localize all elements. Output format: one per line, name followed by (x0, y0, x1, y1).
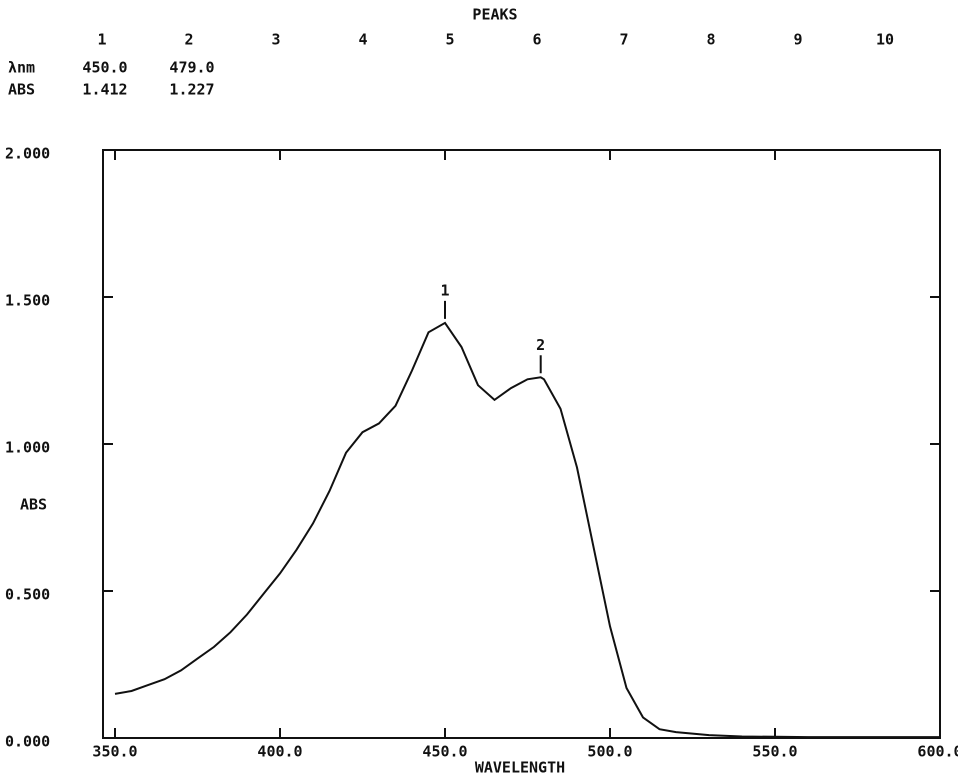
peak-number: 9 (793, 31, 802, 49)
peak-number: 1 (97, 31, 106, 49)
page: PEAKS λnm ABS ABS WAVELENGTH 12345678910… (0, 0, 958, 780)
x-tick-label: 500.0 (587, 743, 632, 761)
x-tick-label: 400.0 (257, 743, 302, 761)
spectrum-line (115, 323, 940, 737)
plot-frame (103, 150, 940, 738)
peak-number: 8 (706, 31, 715, 49)
peak-nm: 479.0 (169, 59, 214, 77)
y-tick-label: 1.000 (5, 439, 50, 457)
y-tick-label: 0.500 (5, 586, 50, 604)
peaks-title: PEAKS (472, 6, 517, 24)
chart: PEAKS λnm ABS ABS WAVELENGTH 12345678910… (0, 0, 958, 780)
x-tick-label: 450.0 (422, 743, 467, 761)
peak-number: 2 (184, 31, 193, 49)
peak-number: 6 (532, 31, 541, 49)
peak-abs: 1.227 (169, 81, 214, 99)
y-tick-label: 1.500 (5, 292, 50, 310)
y-axis-label: ABS (20, 496, 47, 514)
nm-label: λnm (8, 59, 35, 77)
peak-abs: 1.412 (82, 81, 127, 99)
x-tick-label: 600.0 (917, 743, 958, 761)
x-tick-label: 350.0 (92, 743, 137, 761)
y-tick-label: 2.000 (5, 145, 50, 163)
peak-number: 7 (619, 31, 628, 49)
peak-number: 10 (876, 31, 894, 49)
x-axis-label: WAVELENGTH (475, 759, 565, 777)
abs-label: ABS (8, 81, 35, 99)
x-tick-label: 550.0 (752, 743, 797, 761)
peak-marker-label: 1 (440, 281, 449, 299)
peak-nm: 450.0 (82, 59, 127, 77)
y-tick-label: 0.000 (5, 733, 50, 751)
peak-number: 3 (271, 31, 280, 49)
peak-number: 4 (358, 31, 367, 49)
peak-marker-label: 2 (536, 336, 545, 354)
peak-number: 5 (445, 31, 454, 49)
